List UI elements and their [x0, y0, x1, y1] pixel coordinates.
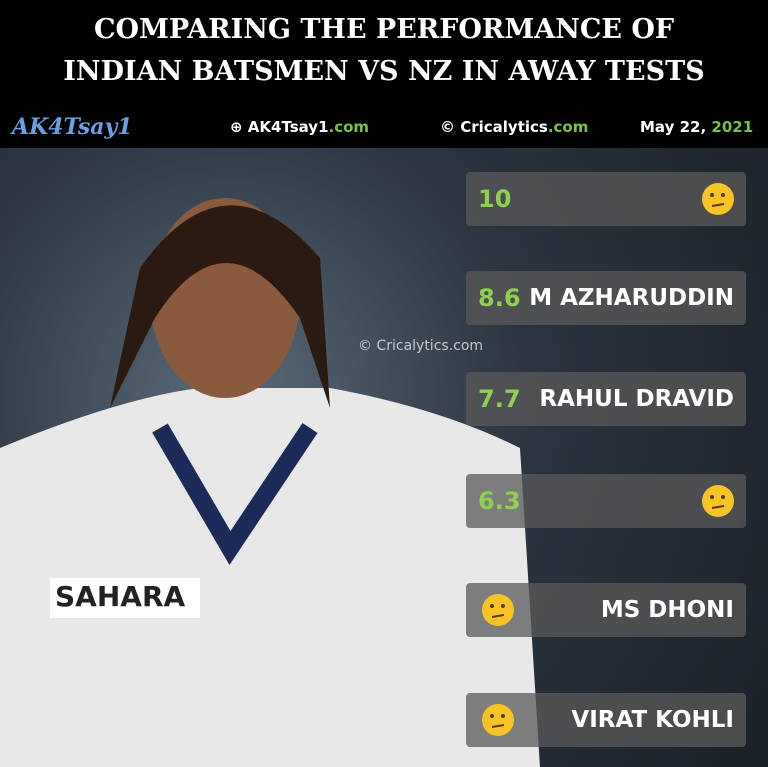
row-name: RAHUL DRAVID	[539, 386, 734, 412]
thinking-icon	[482, 704, 514, 736]
row-name: MS DHONI	[600, 597, 734, 623]
date: May 22, 2021	[640, 108, 753, 146]
date-day: May 22,	[640, 118, 707, 136]
row-name: M AZHARUDDIN	[529, 285, 734, 311]
site: ⊕ AK4Tsay1.com	[230, 118, 370, 136]
title-line: COMPARING THE PERFORMANCE OF	[93, 14, 675, 45]
credit: © Cricalytics.com	[440, 108, 588, 146]
thinking-icon	[702, 485, 734, 517]
row: MS DHONI	[466, 583, 746, 637]
row: 10	[466, 172, 746, 226]
thinking-icon	[702, 183, 734, 215]
title-line: INDIAN BATSMEN VS NZ IN AWAY TESTS	[63, 56, 705, 87]
background-photo: SAHARA © Cricalytics.com	[0, 148, 768, 767]
date-year: 2021	[711, 118, 754, 136]
row-value: 10	[478, 185, 512, 213]
row-value: 7.7	[478, 385, 521, 413]
row-value: 8.6	[478, 284, 521, 312]
player-silhouette: SAHARA	[0, 198, 540, 767]
site-name: AK4Tsay1	[247, 118, 329, 136]
row: 7.7 RAHUL DRAVID	[466, 372, 746, 426]
credit-suffix: .com	[547, 118, 589, 136]
site-suffix: .com	[328, 118, 370, 136]
logo: AK4Tsay1	[12, 114, 133, 140]
row: 8.6 M AZHARUDDIN	[466, 271, 746, 325]
row: VIRAT KOHLI	[466, 693, 746, 747]
row-value: 6.3	[478, 487, 521, 515]
thinking-icon	[482, 594, 514, 626]
svg-text:SAHARA: SAHARA	[55, 580, 186, 613]
row-name: VIRAT KOHLI	[571, 707, 734, 733]
row: 6.3	[466, 474, 746, 528]
watermark: © Cricalytics.com	[358, 338, 484, 354]
credit-name: © Cricalytics	[440, 118, 548, 136]
